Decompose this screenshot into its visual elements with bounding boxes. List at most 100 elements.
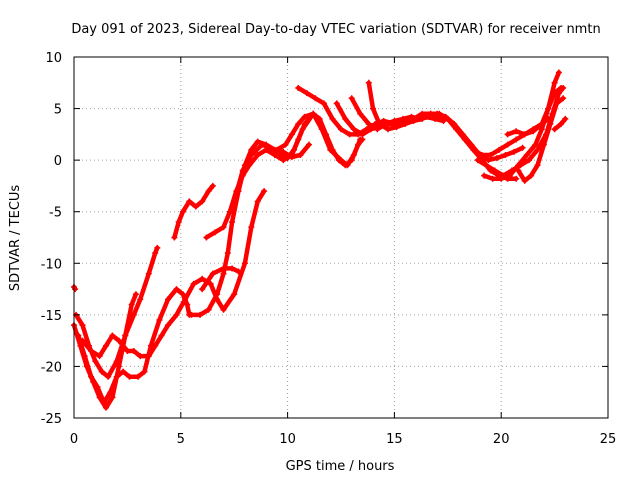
- y-tick-label: -5: [49, 206, 62, 221]
- data-point: [513, 136, 520, 143]
- series-track-15: [365, 79, 552, 158]
- axis-ticks: 0 5 10 15 20 25 -25 -20 -15 -10 -5 0 5 10: [41, 51, 617, 447]
- data-point: [224, 249, 231, 256]
- x-tick-label: 15: [386, 432, 403, 447]
- data-point: [493, 155, 500, 162]
- data-point: [410, 117, 417, 124]
- y-tick-label: 10: [45, 51, 62, 66]
- data-point: [282, 141, 289, 148]
- data-point: [284, 155, 291, 162]
- data-point: [115, 363, 122, 370]
- data-point: [560, 95, 567, 102]
- data-point: [137, 353, 144, 360]
- data-point: [122, 332, 129, 339]
- data-point: [523, 151, 530, 158]
- data-point: [79, 322, 86, 329]
- series-line: [274, 111, 363, 168]
- data-point: [444, 115, 451, 122]
- data-point: [478, 151, 485, 158]
- data-point: [502, 151, 509, 158]
- data-point: [558, 84, 565, 91]
- data-point: [132, 291, 139, 298]
- data-point: [145, 270, 152, 277]
- data-point: [231, 198, 238, 205]
- x-tick-label: 0: [70, 432, 78, 447]
- data-point: [209, 270, 216, 277]
- data-point: [197, 311, 204, 318]
- x-tick-label: 25: [600, 432, 617, 447]
- data-point: [558, 121, 565, 128]
- data-point: [538, 126, 545, 133]
- y-tick-label: -10: [41, 257, 62, 272]
- data-point: [199, 198, 206, 205]
- series-track-18: [504, 84, 565, 138]
- data-point: [182, 296, 189, 303]
- data-point: [258, 141, 265, 148]
- data-point: [327, 146, 334, 153]
- data-point: [175, 219, 182, 226]
- data-point: [359, 131, 366, 138]
- data-point: [511, 148, 518, 155]
- data-point: [120, 368, 127, 375]
- series-line: [76, 286, 192, 405]
- data-point: [128, 301, 135, 308]
- data-point: [273, 146, 280, 153]
- data-point: [391, 117, 398, 124]
- series-track-7: [203, 115, 312, 241]
- data-point: [113, 358, 120, 365]
- data-point: [419, 115, 426, 122]
- data-point: [179, 291, 186, 298]
- data-point: [188, 311, 195, 318]
- series-line: [204, 116, 312, 240]
- data-point: [547, 121, 554, 128]
- data-point: [530, 128, 537, 135]
- data-point: [534, 162, 541, 169]
- series-track-4: [79, 188, 268, 360]
- data-point: [190, 280, 197, 287]
- y-axis-label: SDTVAR / TECUs: [8, 185, 23, 292]
- data-point: [329, 115, 336, 122]
- series-track-20: [551, 115, 569, 133]
- data-point: [81, 353, 88, 360]
- data-point: [291, 146, 298, 153]
- x-tick-label: 10: [279, 432, 296, 447]
- data-point: [115, 337, 122, 344]
- data-point: [103, 342, 110, 349]
- data-point: [88, 373, 95, 380]
- data-point: [350, 126, 357, 133]
- data-point: [205, 306, 212, 313]
- data-point: [164, 296, 171, 303]
- data-point: [346, 131, 353, 138]
- x-axis-label: GPS time / hours: [286, 459, 395, 474]
- data-point: [248, 146, 255, 153]
- data-point: [231, 291, 238, 298]
- data-point: [220, 306, 227, 313]
- data-point: [551, 126, 558, 133]
- data-point: [342, 115, 349, 122]
- series-line: [516, 96, 566, 184]
- plot-frame: [73, 56, 609, 419]
- data-point: [124, 347, 131, 354]
- data-point: [205, 188, 212, 195]
- data-point: [370, 105, 377, 112]
- data-point: [393, 124, 400, 131]
- data-point: [203, 234, 210, 241]
- data-point: [470, 146, 477, 153]
- data-point: [248, 224, 255, 231]
- data-point: [310, 110, 317, 117]
- data-point: [171, 234, 178, 241]
- data-point: [248, 151, 255, 158]
- data-point: [333, 100, 340, 107]
- plot-area: [71, 69, 569, 411]
- data-point: [384, 126, 391, 133]
- y-tick-label: 0: [54, 154, 62, 169]
- data-point: [562, 115, 569, 122]
- series-track-19: [515, 95, 567, 184]
- data-point: [254, 138, 261, 145]
- data-point: [173, 311, 180, 318]
- data-point: [534, 146, 541, 153]
- data-point: [226, 208, 233, 215]
- series-line: [80, 188, 267, 359]
- x-tick-label: 20: [493, 432, 510, 447]
- data-point: [545, 105, 552, 112]
